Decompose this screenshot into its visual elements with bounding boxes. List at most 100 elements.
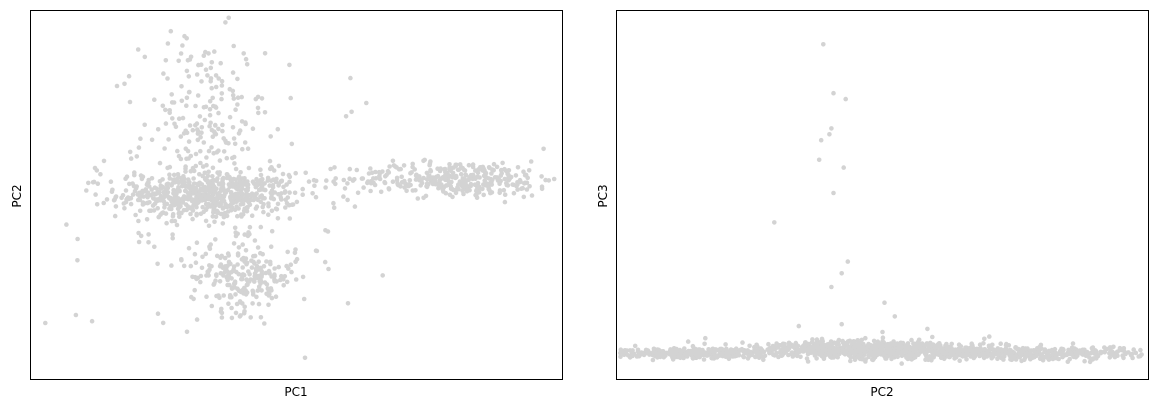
scatter-point — [182, 194, 188, 200]
scatter-point — [287, 190, 292, 195]
scatter-point — [206, 148, 212, 154]
scatter-point — [742, 351, 747, 356]
scatter-point — [221, 293, 226, 298]
scatter-point — [766, 348, 772, 354]
scatter-point — [311, 177, 317, 183]
scatter-point — [273, 206, 279, 211]
scatter-point — [267, 183, 273, 188]
scatter-point — [276, 183, 281, 188]
scatter-point — [496, 177, 502, 183]
scatter-point — [199, 125, 205, 130]
scatter-point — [256, 301, 262, 307]
scatter-point — [898, 345, 904, 351]
scatter-point — [515, 182, 520, 187]
scatter-point — [491, 161, 497, 167]
scatter-point — [820, 341, 825, 347]
scatter-point — [287, 62, 292, 68]
scatter-point — [506, 168, 511, 173]
scatter-point — [529, 193, 535, 198]
scatter-point — [249, 265, 255, 270]
scatter-point — [110, 187, 115, 193]
scatter-point — [233, 310, 239, 316]
scatter-point — [234, 199, 239, 204]
scatter-point — [342, 186, 348, 191]
scatter-point — [437, 168, 443, 174]
scatter-point — [460, 165, 466, 171]
scatter-point — [226, 259, 232, 265]
scatter-point — [446, 182, 452, 187]
scatter-point — [279, 197, 284, 202]
scatter-point — [179, 257, 184, 262]
scatter-point — [652, 350, 658, 355]
scatter-point — [306, 179, 312, 184]
scatter-point — [219, 315, 225, 320]
scatter-point — [494, 164, 500, 170]
scatter-point — [198, 148, 203, 154]
scatter-point — [627, 348, 633, 353]
scatter-point — [203, 251, 209, 257]
scatter-point — [747, 353, 752, 359]
scatter-point — [343, 114, 349, 119]
scatter-point — [228, 190, 234, 195]
scatter-point — [273, 294, 279, 300]
scatter-point — [191, 168, 197, 174]
scatter-point — [341, 177, 347, 183]
scatter-point — [882, 300, 887, 306]
scatter-point — [167, 176, 173, 181]
scatter-point — [230, 70, 236, 75]
scatter-point — [470, 172, 476, 178]
scatter-point — [401, 163, 407, 168]
scatter-point — [476, 184, 482, 189]
scatter-point — [702, 341, 707, 347]
scatter-point — [287, 216, 293, 221]
scatter-point — [987, 334, 992, 339]
scatter-point — [136, 239, 142, 245]
scatter-point — [301, 296, 307, 302]
scatter-point — [900, 352, 905, 358]
scatter-point — [236, 206, 241, 211]
scatter-point — [618, 354, 623, 360]
scatter-point — [377, 176, 383, 182]
scatter-point — [1050, 356, 1056, 362]
scatter-point — [966, 352, 971, 358]
scatter-point — [269, 208, 275, 214]
scatter-point — [865, 343, 871, 349]
scatter-point — [220, 221, 226, 226]
scatter-point — [437, 179, 442, 185]
scatter-point — [199, 265, 205, 271]
scatter-point — [186, 89, 192, 95]
scatter-point — [213, 123, 218, 128]
scatter-point — [302, 355, 308, 361]
scatter-point — [1038, 342, 1044, 348]
scatter-point — [959, 352, 965, 358]
scatter-point — [292, 250, 298, 256]
scatter-point — [282, 190, 288, 195]
scatter-point — [140, 200, 146, 205]
scatter-point — [235, 253, 241, 258]
scatter-point — [809, 339, 815, 345]
scatter-point — [221, 175, 226, 181]
scatter-point — [219, 83, 225, 88]
scatter-point — [294, 256, 300, 262]
scatter-point — [198, 273, 204, 279]
scatter-point — [127, 181, 132, 187]
scatter-point — [300, 192, 306, 197]
plot-frame-left — [30, 10, 563, 380]
scatter-point — [165, 184, 170, 190]
scatter-point — [823, 347, 829, 353]
scatter-point — [480, 186, 485, 192]
scatter-point — [539, 174, 544, 179]
scatter-point — [230, 88, 236, 94]
scatter-point — [245, 205, 250, 210]
plot-frame-right — [616, 10, 1149, 380]
scatter-point — [165, 76, 170, 81]
scatter-point — [803, 340, 808, 345]
scatter-point — [211, 207, 216, 213]
scatter-point — [349, 109, 354, 115]
scatter-point — [282, 274, 288, 279]
scatter-point — [497, 188, 503, 193]
scatter-point — [383, 174, 388, 179]
scatter-point — [852, 345, 857, 350]
scatter-point — [455, 185, 460, 190]
scatter-point — [186, 245, 192, 251]
